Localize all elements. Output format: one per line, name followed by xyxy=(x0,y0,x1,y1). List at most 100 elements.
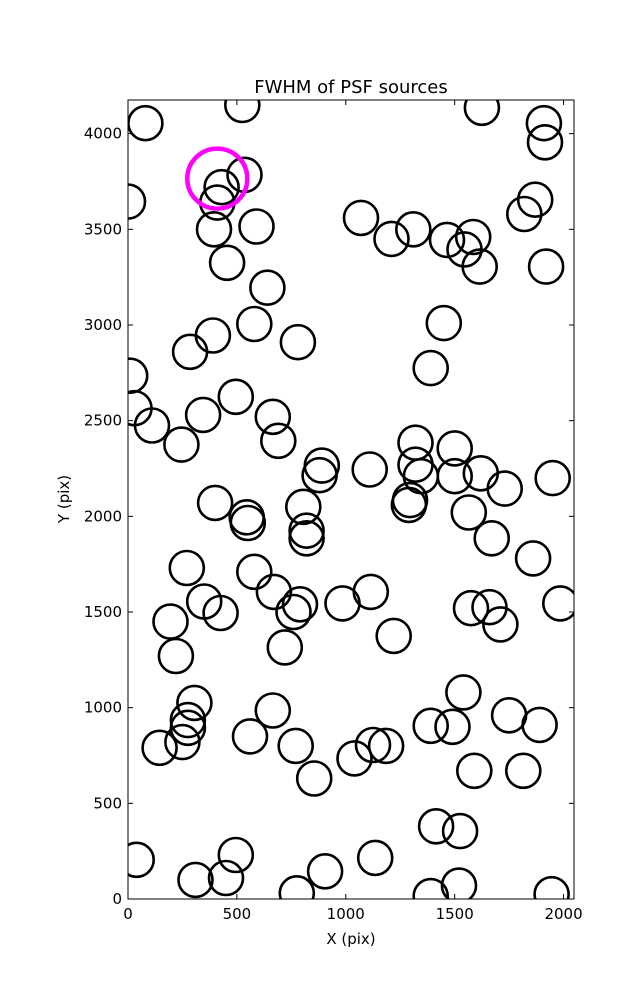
source-marker xyxy=(336,740,373,777)
source-marker xyxy=(236,553,273,591)
source-marker xyxy=(342,199,380,237)
source-marker xyxy=(482,606,519,643)
source-marker xyxy=(397,424,434,462)
source-marker xyxy=(450,494,488,531)
source-marker xyxy=(169,709,207,747)
source-marker xyxy=(231,718,269,755)
source-marker xyxy=(425,304,463,342)
source-marker xyxy=(196,484,234,522)
source-marker xyxy=(306,852,344,890)
source-marker xyxy=(278,875,316,899)
marker-layer xyxy=(128,100,574,899)
source-marker xyxy=(428,221,466,259)
source-marker xyxy=(217,836,255,874)
x-axis-label: X (pix) xyxy=(326,930,375,948)
source-marker xyxy=(288,519,325,557)
source-marker xyxy=(452,589,490,627)
source-marker xyxy=(356,839,394,877)
source-marker xyxy=(454,218,492,256)
source-marker xyxy=(202,594,239,632)
source-marker xyxy=(440,867,478,899)
source-marker xyxy=(254,398,292,436)
source-marker xyxy=(412,877,449,899)
y-tick-label: 2000 xyxy=(84,507,122,525)
y-tick-label: 2500 xyxy=(84,412,122,430)
source-marker xyxy=(412,349,450,387)
source-marker xyxy=(514,540,552,577)
source-marker xyxy=(394,211,432,248)
source-marker xyxy=(152,603,189,640)
source-marker xyxy=(168,549,206,587)
source-marker xyxy=(163,426,200,463)
source-marker xyxy=(128,841,155,879)
source-marker xyxy=(207,859,245,897)
source-marker xyxy=(177,861,214,899)
source-marker xyxy=(169,701,207,739)
axes-layer: 0 500 1000 1500 2000 0 500 1000 1500 2000 2500 3000… xyxy=(84,99,583,923)
source-marker xyxy=(473,519,511,557)
source-marker xyxy=(352,573,390,611)
x-tick-label: 500 xyxy=(223,905,252,923)
source-marker xyxy=(288,512,325,550)
y-axis-label: Y (pix) xyxy=(55,475,73,524)
y-tick-label: 1000 xyxy=(84,699,122,717)
source-marker xyxy=(133,407,171,444)
highlight-marker xyxy=(185,146,250,211)
source-marker xyxy=(505,195,543,233)
y-tick-label: 3500 xyxy=(84,220,122,238)
source-marker xyxy=(217,378,255,416)
source-marker xyxy=(533,875,570,899)
y-tick-label: 500 xyxy=(93,794,122,812)
source-marker xyxy=(295,760,333,797)
source-marker xyxy=(254,692,292,729)
source-marker xyxy=(455,752,493,790)
source-marker xyxy=(490,696,528,734)
source-marker xyxy=(164,723,201,761)
source-marker xyxy=(301,456,338,494)
chart-title: FWHM of PSF sources xyxy=(254,77,448,98)
source-marker xyxy=(184,396,222,434)
source-marker xyxy=(194,317,232,354)
source-marker xyxy=(463,100,501,127)
x-tick-label: 1000 xyxy=(327,905,365,923)
source-marker xyxy=(412,707,450,745)
source-marker xyxy=(436,430,474,467)
x-tick-label: 1500 xyxy=(436,905,474,923)
source-marker xyxy=(354,726,392,764)
source-marker xyxy=(373,220,410,258)
source-marker xyxy=(195,211,233,248)
source-marker xyxy=(445,674,482,711)
source-marker xyxy=(249,269,286,307)
source-marker xyxy=(279,323,317,361)
source-marker xyxy=(534,459,572,497)
source-marker xyxy=(157,637,195,675)
source-marker xyxy=(461,248,499,285)
source-marker xyxy=(208,244,246,282)
source-marker xyxy=(229,504,267,542)
source-marker xyxy=(176,684,213,722)
source-marker xyxy=(504,752,542,790)
y-tick-label: 1500 xyxy=(84,603,122,621)
source-marker xyxy=(542,585,574,622)
source-marker xyxy=(525,104,563,142)
source-marker xyxy=(351,451,389,488)
source-marker xyxy=(527,248,565,285)
source-marker xyxy=(238,208,275,245)
source-marker xyxy=(224,100,261,124)
source-marker xyxy=(436,457,474,495)
source-marker xyxy=(462,454,500,492)
source-marker xyxy=(275,593,312,631)
source-marker xyxy=(486,470,524,507)
x-tick-label: 2000 xyxy=(544,905,582,923)
source-marker xyxy=(367,727,405,765)
source-marker xyxy=(266,629,304,666)
x-tick-label: 0 xyxy=(123,905,133,923)
source-marker xyxy=(284,488,322,526)
plot-frame xyxy=(127,99,575,900)
source-marker xyxy=(128,183,147,220)
source-marker xyxy=(128,357,149,394)
source-marker xyxy=(521,706,558,744)
y-tick-label: 3000 xyxy=(84,316,122,334)
y-tick-label: 0 xyxy=(112,890,122,908)
